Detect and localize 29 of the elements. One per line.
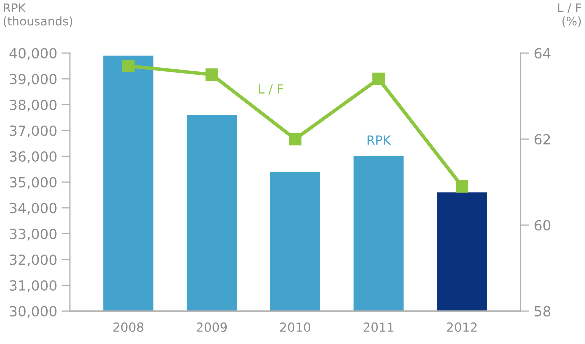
y-axis-title: RPK (thousands): [4, 4, 72, 28]
series-label: L / F: [259, 84, 284, 95]
point: [122, 60, 135, 72]
y-tick-label: 40,000: [10, 48, 57, 60]
y-tick-label: 30,000: [10, 306, 57, 318]
y-tick-label: 39,000: [10, 74, 57, 86]
y-tick-label: 33,000: [10, 228, 57, 241]
y-tick-label: 38,000: [10, 100, 57, 112]
point: [289, 133, 302, 146]
y-tick-label: 32,000: [10, 254, 57, 267]
y2-tick-label: 62: [534, 134, 550, 145]
y2-tick-label: 60: [534, 220, 551, 231]
x-tick-label: 2012: [447, 322, 477, 332]
point: [206, 68, 218, 82]
y2-tick-label: 58: [534, 306, 551, 317]
y-tick-label: 37,000: [10, 126, 57, 138]
x-tick-label: 2008: [114, 322, 144, 332]
x-tick-label: 2011: [364, 322, 394, 332]
y2-axis-title: L / F (%): [558, 4, 582, 28]
y-tick-label: 31,000: [10, 280, 57, 292]
x-tick-label: 2009: [197, 322, 228, 332]
point: [456, 180, 469, 193]
y2-tick-label: 64: [534, 48, 551, 59]
y-tick-label: 35,000: [10, 177, 57, 190]
y-tick-label: 36,000: [10, 151, 57, 164]
series-label: RPK: [368, 136, 392, 145]
y-tick-label: 34,000: [10, 203, 57, 216]
point: [372, 72, 386, 86]
x-tick-label: 2010: [280, 322, 310, 332]
